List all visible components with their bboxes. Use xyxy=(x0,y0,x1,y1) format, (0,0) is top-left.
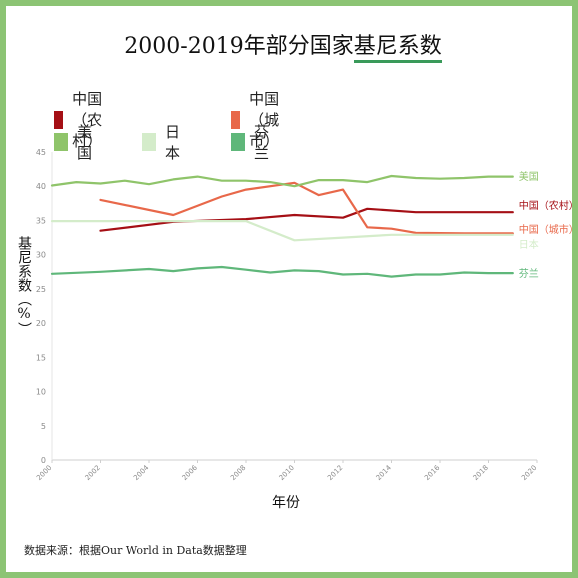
series-line-finland xyxy=(50,265,514,278)
legend-swatch xyxy=(142,133,156,151)
series-end-label: 美国 xyxy=(519,170,539,183)
x-tick-label: 2006 xyxy=(181,463,200,482)
legend-swatch xyxy=(231,110,241,129)
x-tick-label: 2010 xyxy=(278,464,296,482)
legend-item-usa: 美国 xyxy=(54,121,98,163)
y-tick-label: 0 xyxy=(41,456,46,465)
x-tick-label: 2020 xyxy=(520,464,538,482)
y-tick-label: 30 xyxy=(36,251,46,260)
page-title: 2000-2019年部分国家基尼系数 xyxy=(0,28,566,63)
y-tick-label: 15 xyxy=(36,353,46,362)
x-tick-label: 2008 xyxy=(229,464,247,482)
legend-item-finland: 芬兰 xyxy=(231,121,275,163)
series-end-label: 中国（城市） xyxy=(519,223,578,236)
x-axis-title: 年份 xyxy=(272,495,300,511)
series-end-label: 芬兰 xyxy=(519,267,539,280)
x-tick-label: 2012 xyxy=(326,464,344,482)
legend-label: 芬兰 xyxy=(254,123,270,162)
y-tick-label: 5 xyxy=(41,422,46,431)
y-tick-label: 40 xyxy=(36,182,46,191)
series-end-label: 中国（农村） xyxy=(519,199,578,212)
legend-item-china-urban: 中国（城市） xyxy=(231,88,290,151)
legend-swatch xyxy=(54,110,64,129)
source-note: 数据来源：根据Our World in Data数据整理 xyxy=(24,544,247,557)
y-tick-label: 25 xyxy=(36,285,46,294)
legend-item-china-rural: 中国（农村） xyxy=(54,88,113,151)
legend-item-japan: 日本 xyxy=(142,121,186,163)
x-tick-label: 2018 xyxy=(472,464,490,482)
x-tick-label: 2014 xyxy=(375,463,394,482)
x-tick-label: 2002 xyxy=(84,464,102,482)
title-highlight: 基尼系数 xyxy=(353,34,442,63)
series-line-japan xyxy=(50,220,514,242)
y-axis-title: 基尼系数（%） xyxy=(16,236,32,336)
x-tick-label: 2004 xyxy=(132,463,151,482)
series-end-label: 日本 xyxy=(519,238,539,251)
y-tick-label: 35 xyxy=(36,216,46,225)
series-line-usa xyxy=(50,174,514,188)
legend-label: 中国（农村） xyxy=(72,90,103,150)
series-line-china-urban xyxy=(99,181,514,235)
title-main: 2000-2019年部分国家 xyxy=(124,34,354,59)
legend-swatch xyxy=(231,133,245,151)
y-tick-label: 20 xyxy=(36,319,46,328)
y-tick-label: 10 xyxy=(36,388,46,397)
y-tick-label: 45 xyxy=(36,148,46,157)
legend-label: 日本 xyxy=(165,123,181,162)
legend-label: 中国（城市） xyxy=(249,90,280,150)
x-tick-label: 2016 xyxy=(423,463,442,482)
x-tick-label: 2000 xyxy=(35,464,53,482)
legend-swatch xyxy=(54,133,68,151)
legend-label: 美国 xyxy=(77,123,93,162)
